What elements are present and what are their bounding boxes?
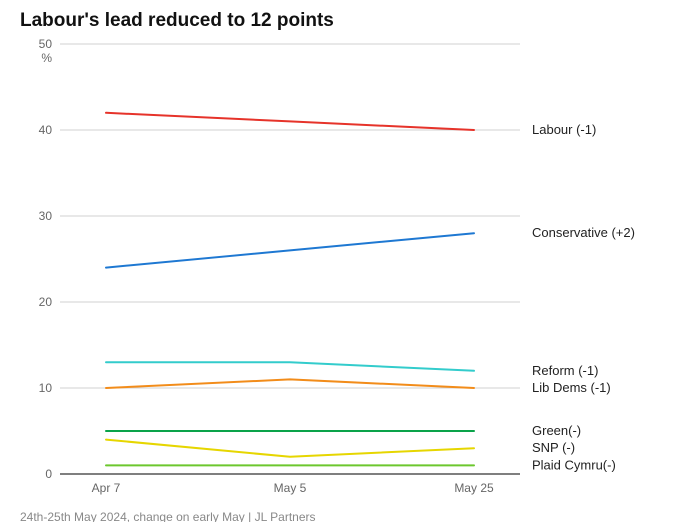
- y-tick-label: 50: [39, 37, 53, 51]
- series-line-snp: [106, 440, 474, 457]
- series-line-labour: [106, 113, 474, 130]
- y-tick-label: 40: [39, 123, 53, 137]
- chart-plot: 0 10 20 30 40 50% Apr 7 May 5 May 25 Labour (-1) C…: [0, 0, 689, 522]
- series-line-conservative: [106, 233, 474, 267]
- y-unit-label: %: [41, 51, 52, 65]
- series-label-plaid-cymru: Plaid Cymru(-): [532, 457, 616, 472]
- series-line-reform: [106, 362, 474, 371]
- x-tick-label: May 25: [454, 481, 494, 495]
- series-line-lib-dems: [106, 379, 474, 388]
- series-label-conservative: Conservative (+2): [532, 225, 635, 240]
- y-tick-label: 20: [39, 295, 53, 309]
- x-tick-label: May 5: [274, 481, 307, 495]
- chart-footer: 24th-25th May 2024, change on early May …: [20, 510, 316, 522]
- series-label-lib-dems: Lib Dems (-1): [532, 380, 611, 395]
- series-label-snp: SNP (-): [532, 440, 575, 455]
- y-tick-label: 10: [39, 381, 53, 395]
- chart-wrap: Labour's lead reduced to 12 points 01020…: [0, 0, 689, 522]
- y-tick-label: 30: [39, 209, 53, 223]
- series-label-labour: Labour (-1): [532, 122, 596, 137]
- series-label-reform: Reform (-1): [532, 363, 598, 378]
- series-label-green: Green(-): [532, 423, 581, 438]
- x-tick-label: Apr 7: [92, 481, 121, 495]
- y-tick-label: 0: [45, 467, 52, 481]
